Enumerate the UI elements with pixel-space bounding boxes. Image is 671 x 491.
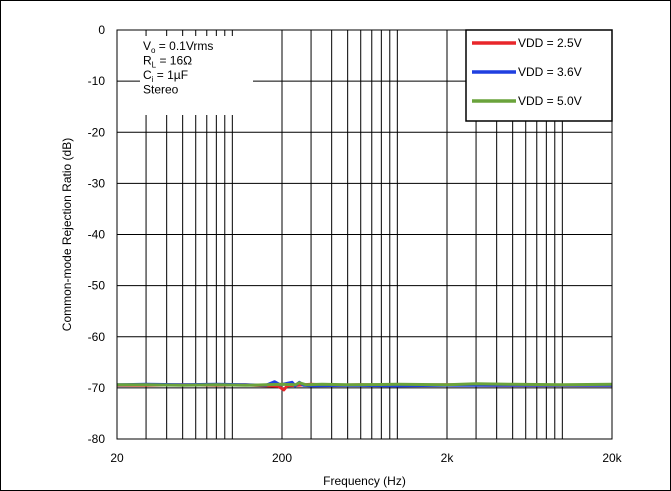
y-tick-label: 0	[98, 23, 105, 37]
x-tick-label: 2k	[441, 451, 455, 465]
legend-box	[465, 29, 613, 122]
series-line	[117, 381, 613, 387]
y-tick-label: -80	[88, 432, 106, 446]
tick-labels: 0 -10 -20 -30 -40 -50 -60 -70 -80 20 200 2k 20k	[88, 23, 623, 465]
annotation-line: Ci = 1µF	[143, 68, 188, 84]
y-axis-label: Common-mode Rejection Ratio (dB)	[60, 138, 74, 331]
y-tick-label: -10	[88, 74, 106, 88]
y-tick-label: -70	[88, 381, 106, 395]
x-tick-label: 200	[272, 451, 292, 465]
annotation-line: Stereo	[143, 83, 179, 97]
x-axis-label: Frequency (Hz)	[323, 474, 406, 488]
legend: VDD = 2.5V VDD = 3.6V VDD = 5.0V	[465, 29, 613, 122]
y-tick-label: -50	[88, 279, 106, 293]
annotation-line: Vo = 0.1Vrms	[143, 39, 213, 55]
x-tick-label: 20	[110, 451, 124, 465]
y-tick-label: -40	[88, 228, 106, 242]
data-series	[116, 380, 613, 392]
y-tick-label: -60	[88, 330, 106, 344]
annotation-line: RL = 16Ω	[143, 54, 192, 70]
plot-area-frame	[116, 29, 613, 440]
legend-label: VDD = 5.0V	[518, 94, 582, 108]
annotation-box	[140, 36, 253, 115]
y-tick-label: -30	[88, 176, 106, 190]
y-tick-label: -20	[88, 125, 106, 139]
legend-label: VDD = 2.5V	[518, 36, 582, 50]
legend-label: VDD = 3.6V	[518, 65, 582, 79]
x-tick-label: 20k	[602, 451, 622, 465]
